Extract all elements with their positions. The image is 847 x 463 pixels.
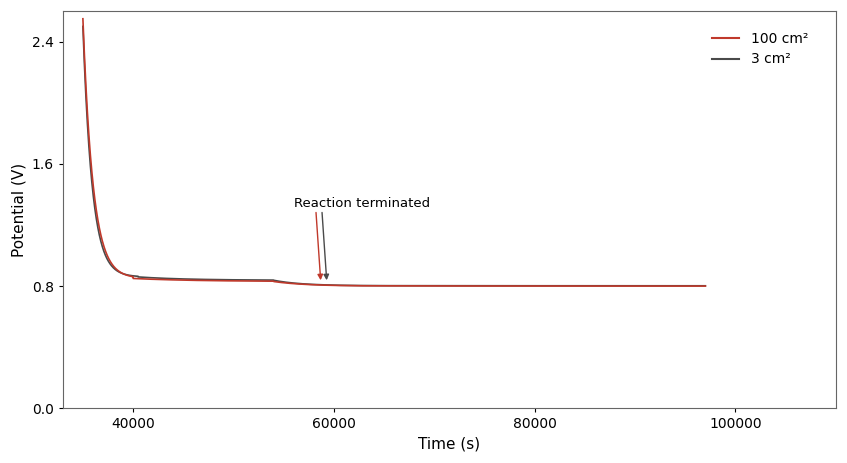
Y-axis label: Potential (V): Potential (V): [11, 163, 26, 257]
Legend: 100 cm², 3 cm²: 100 cm², 3 cm²: [706, 26, 813, 72]
X-axis label: Time (s): Time (s): [418, 437, 480, 452]
Text: Reaction terminated: Reaction terminated: [294, 197, 430, 210]
